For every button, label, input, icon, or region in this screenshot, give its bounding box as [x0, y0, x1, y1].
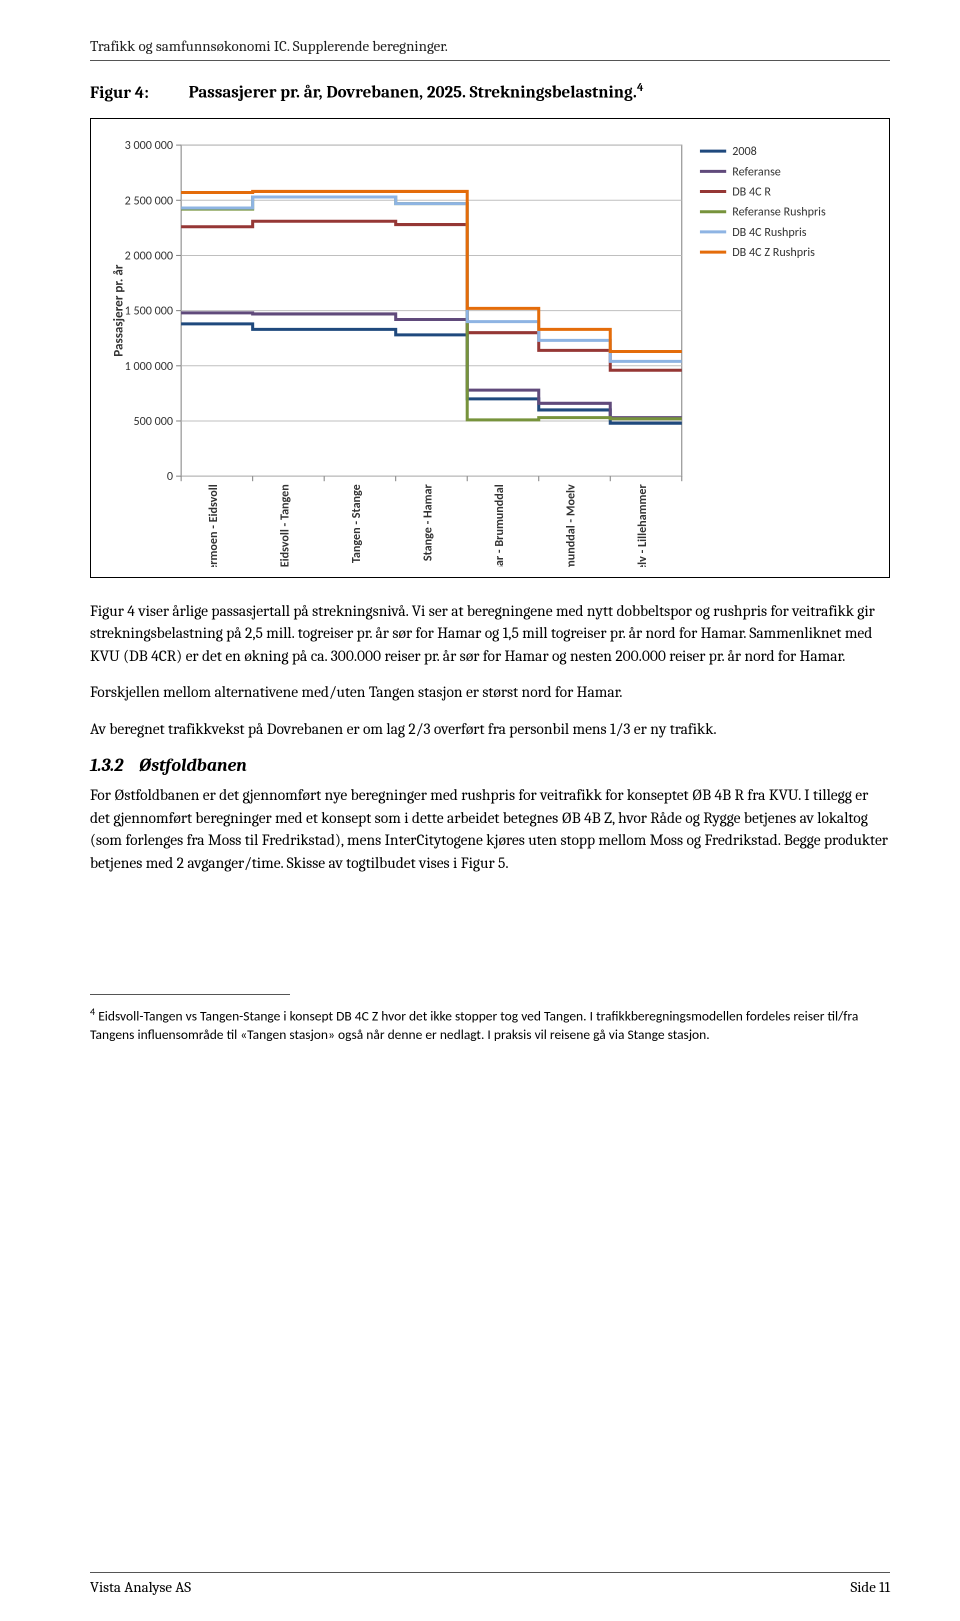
- svg-text:DB 4C Z Rushpris: DB 4C Z Rushpris: [732, 245, 815, 260]
- figure-title: Passasjerer pr. år, Dovrebanen, 2025. St…: [189, 84, 637, 103]
- footnote-text: Eidsvoll-Tangen vs Tangen-Stange i konse…: [90, 1008, 858, 1043]
- svg-text:Passasjerer pr. år: Passasjerer pr. år: [111, 264, 127, 357]
- svg-text:Referanse Rushpris: Referanse Rushpris: [732, 205, 826, 220]
- heading-1-3-2: 1.3.2 Østfoldbanen: [90, 754, 890, 778]
- svg-text:Moelv - Lillehammer: Moelv - Lillehammer: [635, 483, 650, 566]
- page-footer: Vista Analyse AS Side 11: [90, 1572, 890, 1597]
- heading-title: Østfoldbanen: [139, 755, 247, 776]
- svg-text:2008: 2008: [732, 144, 757, 159]
- figure-footnote-marker: 4: [637, 80, 644, 94]
- heading-number: 1.3.2: [90, 755, 123, 776]
- footnote-separator: [90, 994, 290, 995]
- svg-text:Hamar - Brumunddal: Hamar - Brumunddal: [492, 484, 507, 567]
- chart-container: 0 500 000 1 000 000 1 500 000 2 000 000 2 500…: [90, 118, 890, 578]
- svg-text:DB 4C R: DB 4C R: [732, 184, 771, 199]
- paragraph-3: Av beregnet trafikkvekst på Dovrebanen e…: [90, 718, 890, 740]
- chart-svg: 0 500 000 1 000 000 1 500 000 2 000 000 2 500…: [103, 135, 877, 567]
- svg-text:2 000 000: 2 000 000: [125, 248, 173, 263]
- svg-text:Eidsvoll - Tangen: Eidsvoll - Tangen: [277, 484, 292, 567]
- footnote: 4 Eidsvoll-Tangen vs Tangen-Stange i kon…: [90, 1005, 890, 1044]
- running-head: Trafikk og samfunnsøkonomi IC. Suppleren…: [90, 36, 890, 61]
- footnote-marker: 4: [90, 1005, 95, 1018]
- svg-text:2 500 000: 2 500 000: [125, 193, 173, 208]
- svg-text:1 000 000: 1 000 000: [125, 359, 173, 374]
- paragraph-4: For Østfoldbanen er det gjennomført nye …: [90, 784, 890, 874]
- svg-text:DB 4C Rushpris: DB 4C Rushpris: [732, 225, 807, 240]
- svg-text:500 000: 500 000: [134, 414, 174, 429]
- svg-text:3 000 000: 3 000 000: [125, 138, 173, 153]
- svg-text:Referanse: Referanse: [732, 164, 781, 179]
- page: Trafikk og samfunnsøkonomi IC. Suppleren…: [0, 0, 960, 1621]
- footer-right: Side 11: [850, 1577, 890, 1597]
- svg-text:Gardermoen - Eidsvoll: Gardermoen - Eidsvoll: [206, 484, 221, 567]
- footer-left: Vista Analyse AS: [90, 1577, 191, 1597]
- figure-caption: Figur 4: Passasjerer pr. år, Dovrebanen,…: [90, 79, 890, 106]
- figure-number: Figur 4:: [90, 84, 149, 103]
- paragraph-2: Forskjellen mellom alternativene med/ute…: [90, 681, 890, 703]
- svg-text:Brumunddal - Moelv: Brumunddal - Moelv: [563, 484, 578, 567]
- svg-text:Tangen - Stange: Tangen - Stange: [349, 484, 364, 563]
- svg-text:0: 0: [167, 469, 173, 484]
- svg-text:1 500 000: 1 500 000: [125, 304, 173, 319]
- paragraph-1: Figur 4 viser årlige passasjertall på st…: [90, 600, 890, 667]
- svg-text:Stange - Hamar: Stange - Hamar: [420, 483, 435, 561]
